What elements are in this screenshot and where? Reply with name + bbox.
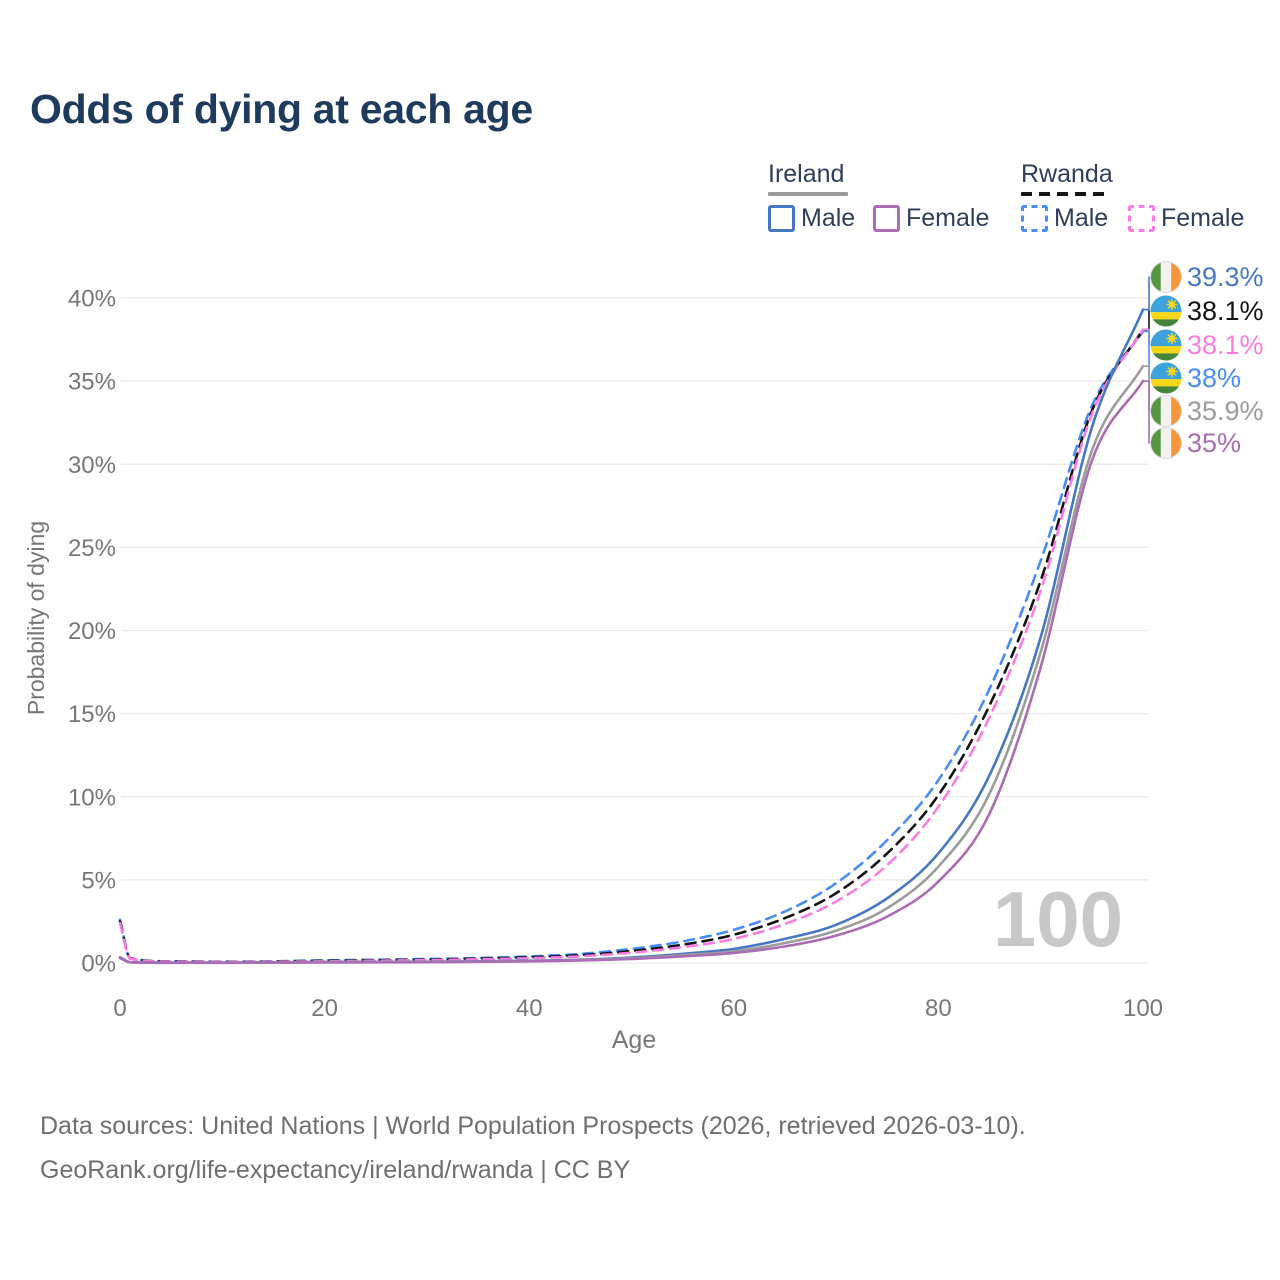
connector-line-ireland-male — [1143, 276, 1150, 311]
y-tick-label: 30% — [68, 452, 116, 479]
y-tick-label: 20% — [68, 618, 116, 645]
ireland-line-style-swatch — [768, 192, 848, 196]
data-sources-line: Data sources: United Nations | World Pop… — [40, 1112, 1026, 1140]
end-label-rwanda-male: 38% — [1187, 363, 1241, 393]
page-title: Odds of dying at each age — [30, 86, 533, 132]
series-line-ireland-female — [118, 379, 1145, 965]
legend-group-rwanda: Rwanda — [1021, 160, 1113, 196]
rwanda-flag-icon — [1150, 362, 1182, 394]
ireland-flag-icon — [1150, 427, 1182, 459]
x-tick-label: 40 — [516, 995, 543, 1022]
legend-item-label: Male — [1054, 204, 1109, 232]
rwanda-female-checkbox-icon — [1128, 205, 1155, 232]
y-tick-label: 35% — [68, 369, 116, 396]
legend-item-rwanda-male[interactable]: Male — [1021, 204, 1108, 233]
ireland-flag-icon — [1150, 261, 1182, 293]
legend-item-rwanda-female[interactable]: Female — [1128, 204, 1244, 233]
y-tick-label: 0% — [81, 951, 116, 978]
legend-item-label: Female — [1161, 204, 1245, 232]
ireland-male-checkbox-icon — [768, 205, 795, 232]
x-tick-label: 80 — [925, 995, 952, 1022]
rwanda-male-checkbox-icon — [1021, 205, 1048, 232]
rwanda-line-style-swatch — [1021, 192, 1111, 196]
y-tick-label: 40% — [68, 286, 116, 313]
series-line-rwanda-female — [118, 328, 1145, 964]
y-tick-label: 15% — [68, 701, 116, 728]
series-line-rwanda — [118, 328, 1145, 964]
ireland-female-checkbox-icon — [873, 205, 900, 232]
legend-item-ireland-male[interactable]: Male — [768, 204, 855, 233]
source-url-line: GeoRank.org/life-expectancy/ireland/rwan… — [40, 1156, 631, 1184]
x-tick-label: 0 — [113, 995, 126, 1022]
x-tick-label: 100 — [1123, 995, 1163, 1022]
watermark: 100 — [993, 875, 1123, 963]
series-line-ireland — [118, 364, 1145, 964]
y-tick-label: 25% — [68, 535, 116, 562]
end-label-ireland-female: 35% — [1187, 428, 1241, 458]
rwanda-flag-icon — [1150, 295, 1182, 327]
end-label-rwanda-female: 38.1% — [1187, 330, 1264, 360]
legend-item-label: Male — [801, 204, 856, 232]
x-axis-title: Age — [612, 1026, 656, 1054]
y-tick-label: 10% — [68, 784, 116, 811]
ireland-flag-icon — [1150, 395, 1182, 427]
series-line-ireland-male — [118, 308, 1145, 964]
x-tick-label: 60 — [720, 995, 747, 1022]
source-attribution: Data sources: United Nations | World Pop… — [40, 1104, 1026, 1192]
connector-line-rwanda — [1143, 310, 1150, 331]
end-label-rwanda: 38.1% — [1187, 296, 1264, 326]
legend-item-label: Female — [906, 204, 990, 232]
legend-ireland-title: Ireland — [768, 160, 845, 188]
end-label-ireland-male: 39.3% — [1187, 262, 1264, 292]
legend-item-ireland-female[interactable]: Female — [873, 204, 989, 233]
connector-line-ireland-female — [1143, 380, 1150, 444]
rwanda-flag-icon — [1150, 329, 1182, 361]
x-tick-label: 20 — [311, 995, 338, 1022]
y-axis-title: Probability of dying — [23, 521, 49, 715]
legend-rwanda-title: Rwanda — [1021, 160, 1113, 188]
series-line-rwanda-male — [118, 330, 1145, 964]
y-tick-label: 5% — [81, 867, 116, 894]
legend-group-ireland: Ireland — [768, 160, 848, 196]
end-label-ireland: 35.9% — [1187, 396, 1264, 426]
